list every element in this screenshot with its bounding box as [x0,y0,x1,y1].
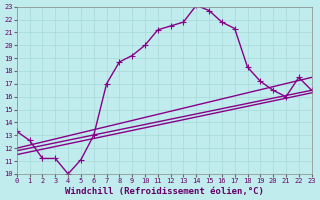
X-axis label: Windchill (Refroidissement éolien,°C): Windchill (Refroidissement éolien,°C) [65,187,264,196]
